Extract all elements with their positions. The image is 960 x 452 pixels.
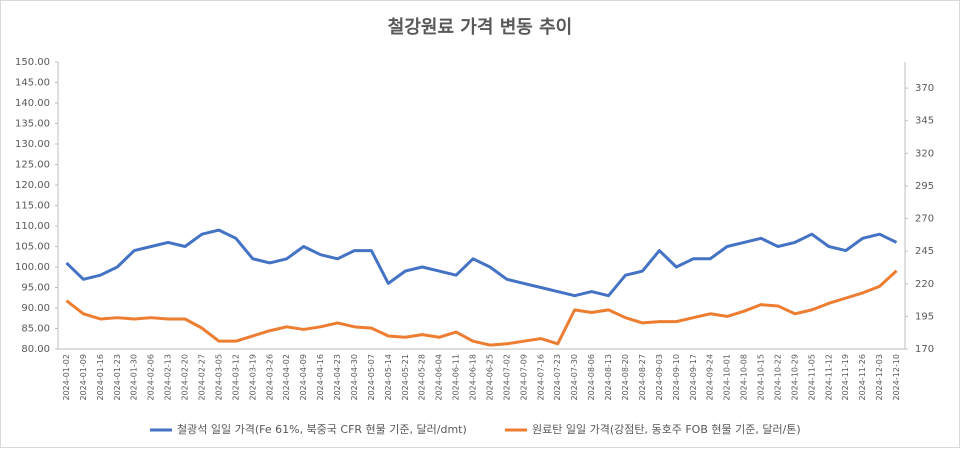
y-tick-label: 85.00 — [21, 324, 50, 335]
x-tick-label: 2024-01-23 — [113, 354, 122, 401]
y-tick-label: 135.00 — [15, 119, 50, 130]
x-tick-label: 2024-12-10 — [892, 354, 901, 401]
x-tick-label: 2024-02-13 — [164, 354, 173, 401]
x-tick-label: 2024-08-13 — [604, 354, 613, 401]
x-tick-label: 2024-06-04 — [435, 354, 444, 401]
x-tick-label: 2024-03-12 — [231, 354, 240, 401]
x-tick-label: 2024-07-09 — [519, 354, 528, 401]
x-tick-label: 2024-08-06 — [587, 354, 596, 401]
y-tick-label: 140.00 — [15, 98, 50, 109]
x-tick-label: 2024-11-26 — [858, 354, 867, 401]
y2-tick-label: 195 — [915, 311, 934, 322]
x-tick-label: 2024-01-30 — [130, 354, 139, 401]
y-tick-label: 130.00 — [15, 139, 50, 150]
x-tick-label: 2024-09-03 — [655, 354, 664, 401]
x-tick-label: 2024-04-16 — [316, 354, 325, 401]
x-tick-label: 2024-09-24 — [706, 354, 715, 401]
x-tick-label: 2024-05-07 — [367, 354, 376, 401]
x-tick-label: 2024-07-30 — [570, 354, 579, 401]
x-tick-label: 2024-09-17 — [689, 354, 698, 401]
x-tick-label: 2024-04-23 — [333, 354, 342, 401]
x-tick-label: 2024-08-27 — [638, 354, 647, 401]
y-tick-label: 90.00 — [21, 303, 50, 314]
x-tick-label: 2024-01-09 — [79, 354, 88, 401]
y2-tick-label: 245 — [915, 246, 934, 257]
chart-title: 철강원료 가격 변동 추이 — [388, 17, 572, 38]
x-tick-label: 2024-07-16 — [536, 354, 545, 401]
x-tick-label: 2024-10-22 — [773, 354, 782, 401]
y2-tick-label: 270 — [915, 214, 934, 225]
x-tick-label: 2024-09-10 — [672, 354, 681, 401]
y-tick-label: 100.00 — [15, 262, 50, 273]
y2-tick-label: 295 — [915, 181, 934, 192]
x-tick-label: 2024-06-11 — [452, 354, 461, 401]
x-tick-label: 2024-06-25 — [485, 354, 494, 401]
x-tick-label: 2024-07-02 — [502, 354, 511, 401]
x-tick-label: 2024-05-21 — [401, 354, 410, 401]
legend-label: 철광석 일일 가격(Fe 61%, 북중국 CFR 현물 기준, 달러/dmt) — [177, 422, 467, 436]
x-tick-label: 2024-11-05 — [807, 354, 816, 401]
x-tick-label: 2024-07-23 — [553, 354, 562, 401]
x-tick-label: 2024-08-20 — [621, 354, 630, 401]
y-tick-label: 95.00 — [21, 283, 50, 294]
x-tick-label: 2024-02-27 — [197, 354, 206, 401]
y-tick-label: 120.00 — [15, 180, 50, 191]
y2-tick-label: 370 — [915, 83, 934, 94]
y2-tick-label: 220 — [915, 279, 934, 290]
y-tick-label: 125.00 — [15, 160, 50, 171]
x-tick-label: 2024-04-09 — [299, 354, 308, 401]
x-tick-label: 2024-05-28 — [418, 354, 427, 401]
y-tick-label: 80.00 — [21, 344, 50, 355]
line-series — [65, 228, 898, 298]
x-tick-label: 2024-03-05 — [214, 354, 223, 401]
x-tick-label: 2024-03-19 — [248, 354, 257, 401]
x-tick-label: 2024-01-02 — [62, 354, 71, 401]
y-tick-label: 105.00 — [15, 242, 50, 253]
x-tick-label: 2024-10-15 — [757, 354, 766, 401]
x-tick-label: 2024-05-14 — [384, 354, 393, 401]
y2-tick-label: 170 — [915, 344, 934, 355]
x-tick-label: 2024-02-20 — [181, 354, 190, 401]
y-tick-label: 115.00 — [15, 201, 50, 212]
x-tick-label: 2024-04-30 — [350, 354, 359, 401]
x-tick-label: 2024-03-26 — [265, 354, 274, 401]
y-tick-label: 145.00 — [15, 78, 50, 89]
x-tick-label: 2024-10-29 — [790, 354, 799, 401]
y-tick-label: 110.00 — [15, 221, 50, 232]
x-tick-label: 2024-11-12 — [824, 354, 833, 401]
x-tick-label: 2024-06-18 — [469, 354, 478, 401]
y2-tick-label: 345 — [915, 116, 934, 127]
x-tick-label: 2024-02-06 — [147, 354, 156, 401]
x-tick-label: 2024-12-03 — [875, 354, 884, 401]
x-tick-label: 2024-10-08 — [740, 354, 749, 401]
x-tick-label: 2024-01-16 — [96, 354, 105, 401]
x-tick-label: 2024-04-02 — [282, 354, 291, 401]
y-tick-label: 150.00 — [15, 57, 50, 68]
x-tick-label: 2024-10-01 — [723, 354, 732, 401]
line-series — [65, 269, 898, 347]
y2-tick-label: 320 — [915, 148, 934, 159]
x-tick-label: 2024-11-19 — [841, 354, 850, 401]
legend-label: 원료탄 일일 가격(강점탄, 동호주 FOB 현물 기준, 달러/톤) — [532, 422, 801, 436]
